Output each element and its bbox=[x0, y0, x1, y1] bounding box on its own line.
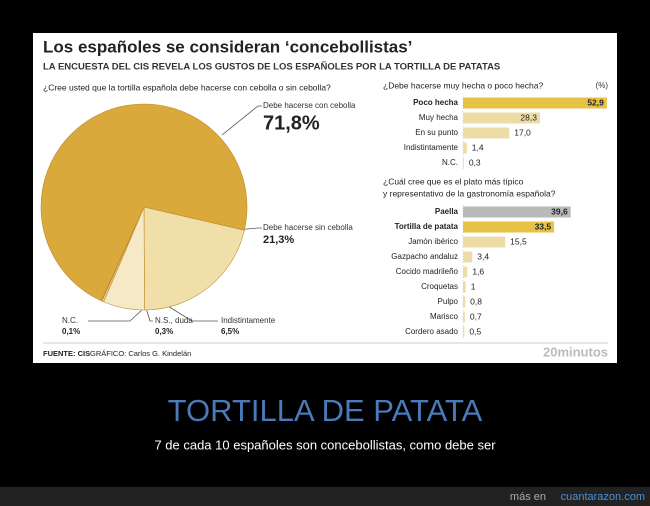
bar bbox=[463, 112, 540, 124]
bar-value-label: 39,6 bbox=[551, 206, 568, 216]
bar-category: Poco hecha bbox=[413, 98, 458, 107]
bar-category: Pulpo bbox=[438, 297, 459, 306]
bar-category: Paella bbox=[435, 207, 459, 216]
bar-category: Cocido madrileño bbox=[396, 267, 459, 276]
bar-value-label: 28,3 bbox=[520, 112, 537, 122]
bar-value-label: 1,4 bbox=[472, 142, 484, 152]
bar-category: Muy hecha bbox=[419, 113, 459, 122]
bar-value-label: 52,9 bbox=[587, 97, 604, 107]
bottom-bar bbox=[0, 487, 650, 506]
bar-value-label: 1 bbox=[471, 281, 476, 291]
leader bbox=[88, 307, 145, 322]
pie-value-label: 21,3% bbox=[263, 234, 294, 246]
bar bbox=[463, 206, 571, 218]
bar bbox=[463, 281, 466, 293]
pie-label: Indistintamente bbox=[221, 316, 276, 325]
bar bbox=[463, 296, 466, 308]
bar-value-label: 0,3 bbox=[469, 157, 481, 167]
bar-category: Gazpacho andaluz bbox=[391, 252, 458, 261]
bar-category: Croquetas bbox=[421, 282, 458, 291]
bar-category: Tortilla de patata bbox=[395, 222, 459, 231]
bar-category: Cordero asado bbox=[405, 327, 458, 336]
pie-slice bbox=[40, 103, 248, 302]
pie-value-label: 6,5% bbox=[221, 327, 239, 336]
bar-category: En su punto bbox=[415, 128, 458, 137]
pie-value-label: 0,3% bbox=[155, 327, 173, 336]
bar bbox=[463, 221, 555, 233]
bar-value-label: 0,8 bbox=[470, 296, 482, 306]
bar bbox=[463, 127, 510, 139]
source: FUENTE: CIS bbox=[43, 349, 90, 358]
bar-category: Indistintamente bbox=[404, 143, 459, 152]
bar-category: Marisco bbox=[430, 312, 459, 321]
post-title: TORTILLA DE PATATA bbox=[168, 393, 483, 428]
bar-category: N.C. bbox=[442, 158, 458, 167]
bar bbox=[463, 266, 468, 278]
infographic-subtitle: LA ENCUESTA DEL CIS REVELA LOS GUSTOS DE… bbox=[43, 62, 500, 73]
bar bbox=[463, 142, 467, 154]
bar-question: ¿Cuál cree que es el plato más típico bbox=[383, 176, 524, 186]
more-text: más en bbox=[510, 491, 546, 503]
pie-label: Debe hacerse sin cebolla bbox=[263, 223, 353, 232]
pie-value-label: 0,1% bbox=[62, 327, 80, 336]
bar bbox=[463, 236, 506, 248]
bar-question: ¿Debe hacerse muy hecha o poco hecha? bbox=[383, 80, 543, 90]
infographic-title: Los españoles se consideran ‘concebollis… bbox=[43, 37, 412, 56]
bar-value-label: 0,7 bbox=[470, 311, 482, 321]
pie-label: N.S., duda bbox=[155, 316, 193, 325]
bar-category: Jamón ibérico bbox=[408, 237, 458, 246]
leader bbox=[221, 105, 262, 136]
bar-question: y representativo de la gastronomía españ… bbox=[383, 188, 556, 198]
pie-label: Debe hacerse con cebolla bbox=[263, 101, 356, 110]
leader bbox=[144, 304, 153, 322]
bar bbox=[463, 311, 465, 323]
unit-label: (%) bbox=[596, 81, 609, 90]
post-caption: 7 de cada 10 españoles son concebollista… bbox=[154, 437, 496, 452]
brand: 20minutos bbox=[543, 344, 608, 359]
bar-value-label: 3,4 bbox=[477, 251, 489, 261]
pie-value-label: 71,8% bbox=[263, 112, 320, 134]
site-link[interactable]: cuantarazon.com bbox=[561, 491, 645, 503]
bar bbox=[463, 97, 607, 109]
bar-value-label: 17,0 bbox=[514, 127, 531, 137]
bar-value-label: 0,5 bbox=[469, 326, 481, 336]
pie-question: ¿Cree usted que la tortilla española deb… bbox=[43, 82, 331, 92]
bar-value-label: 1,6 bbox=[472, 266, 484, 276]
credit: GRÁFICO: Carlos G. Kindelán bbox=[90, 349, 191, 358]
bar-value-label: 33,5 bbox=[535, 221, 552, 231]
bar-value-label: 15,5 bbox=[510, 236, 527, 246]
bar bbox=[463, 326, 465, 338]
bar bbox=[463, 251, 473, 263]
pie-label: N.C. bbox=[62, 316, 78, 325]
bar bbox=[463, 157, 464, 169]
pie-slice bbox=[143, 206, 245, 311]
